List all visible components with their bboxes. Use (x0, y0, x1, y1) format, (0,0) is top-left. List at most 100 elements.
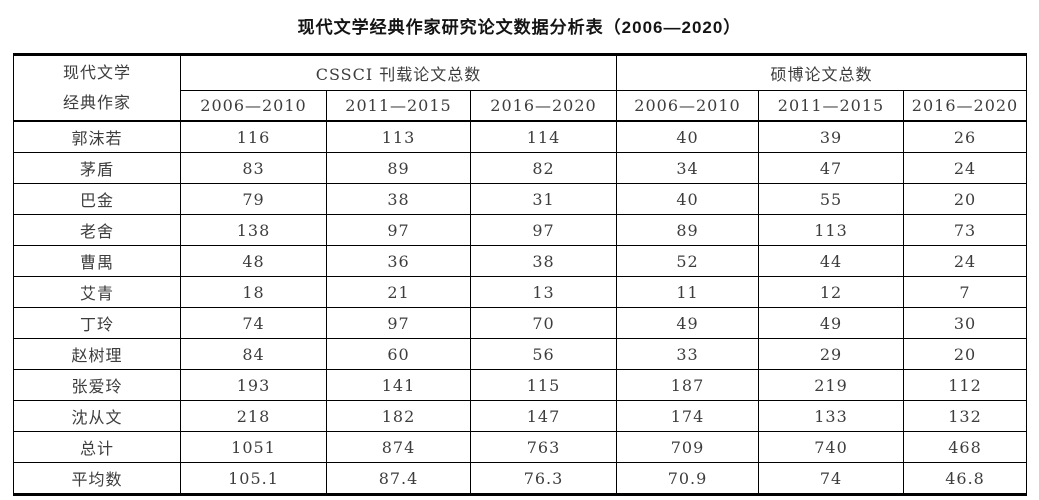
value-cell: 40 (616, 183, 759, 215)
writer-column-header-line2: 经典作家 (62, 93, 131, 112)
value-cell: 31 (470, 183, 617, 215)
value-cell: 113 (758, 214, 904, 246)
writer-name-cell: 沈从文 (13, 400, 181, 432)
value-cell: 141 (326, 369, 471, 401)
value-cell: 874 (326, 431, 471, 463)
value-cell: 89 (616, 214, 759, 246)
value-cell: 33 (616, 338, 759, 370)
value-cell: 44 (758, 245, 904, 277)
table-row: 郭沫若 116 113 114 40 39 26 (13, 120, 1028, 153)
value-cell: 1051 (180, 431, 327, 463)
value-cell: 97 (326, 307, 471, 339)
group-header-row: 现代文学 经典作家 CSSCI 刊载论文总数 硕博论文总数 (13, 54, 1028, 122)
value-cell: 48 (180, 245, 327, 277)
value-cell: 49 (758, 307, 904, 339)
value-cell: 174 (616, 400, 759, 432)
period-header: 2006—2010 (616, 90, 759, 122)
table-row: 老舍 138 97 97 89 113 73 (13, 214, 1028, 246)
writer-name-cell: 茅盾 (13, 152, 181, 184)
value-cell: 29 (758, 338, 904, 370)
table-row: 巴金 79 38 31 40 55 20 (13, 183, 1028, 215)
value-cell: 34 (616, 152, 759, 184)
value-cell: 20 (902, 183, 1028, 215)
value-cell: 87.4 (326, 462, 471, 495)
table-container: 现代文学 经典作家 CSSCI 刊载论文总数 硕博论文总数 2006—2010 … (13, 53, 1028, 496)
value-cell: 55 (758, 183, 904, 215)
value-cell: 133 (758, 400, 904, 432)
value-cell: 60 (326, 338, 471, 370)
period-header: 2016—2020 (470, 90, 617, 122)
value-cell: 97 (470, 214, 617, 246)
value-cell: 97 (326, 214, 471, 246)
value-cell: 47 (758, 152, 904, 184)
value-cell: 38 (326, 183, 471, 215)
value-cell: 113 (326, 120, 471, 153)
value-cell: 52 (616, 245, 759, 277)
value-cell: 115 (470, 369, 617, 401)
period-header: 2016—2020 (902, 90, 1028, 122)
value-cell: 21 (326, 276, 471, 308)
value-cell: 70.9 (616, 462, 759, 495)
period-header: 2011—2015 (758, 90, 904, 122)
writer-name-cell: 丁玲 (13, 307, 181, 339)
value-cell: 40 (616, 120, 759, 153)
value-cell: 219 (758, 369, 904, 401)
table-row: 丁玲 74 97 70 49 49 30 (13, 307, 1028, 339)
table-header: 现代文学 经典作家 CSSCI 刊载论文总数 硕博论文总数 2006—2010 … (13, 54, 1028, 122)
period-header-row: 2006—2010 2011—2015 2016—2020 2006—2010 … (14, 90, 1028, 122)
writer-name-cell: 曹禺 (13, 245, 181, 277)
value-cell: 763 (470, 431, 617, 463)
value-cell: 56 (470, 338, 617, 370)
value-cell: 709 (616, 431, 759, 463)
table-row: 平均数 105.1 87.4 76.3 70.9 74 46.8 (13, 462, 1028, 495)
value-cell: 147 (470, 400, 617, 432)
value-cell: 84 (180, 338, 327, 370)
value-cell: 468 (902, 431, 1028, 463)
group-header-thesis: 硕博论文总数 (615, 54, 1028, 91)
value-cell: 24 (902, 152, 1028, 184)
table-row: 曹禺 48 36 38 52 44 24 (13, 245, 1028, 277)
value-cell: 79 (180, 183, 327, 215)
value-cell: 20 (902, 338, 1028, 370)
value-cell: 13 (470, 276, 617, 308)
value-cell: 76.3 (470, 462, 617, 495)
value-cell: 49 (616, 307, 759, 339)
value-cell: 182 (326, 400, 471, 432)
writer-name-cell: 张爱玲 (13, 369, 181, 401)
writer-name-cell: 郭沫若 (13, 120, 181, 153)
writer-name-cell: 巴金 (13, 183, 181, 215)
value-cell: 11 (616, 276, 759, 308)
table-row: 赵树理 84 60 56 33 29 20 (13, 338, 1028, 370)
value-cell: 30 (902, 307, 1028, 339)
value-cell: 740 (758, 431, 904, 463)
value-cell: 218 (180, 400, 327, 432)
value-cell: 24 (902, 245, 1028, 277)
value-cell: 132 (902, 400, 1028, 432)
value-cell: 46.8 (902, 462, 1028, 495)
value-cell: 38 (470, 245, 617, 277)
value-cell: 116 (180, 120, 327, 153)
value-cell: 70 (470, 307, 617, 339)
writer-name-cell: 赵树理 (13, 338, 181, 370)
group-header-cssci: CSSCI 刊载论文总数 (180, 54, 617, 91)
value-cell: 89 (326, 152, 471, 184)
value-cell: 74 (180, 307, 327, 339)
table-row: 总计 1051 874 763 709 740 468 (13, 431, 1028, 463)
writer-column-header: 现代文学 经典作家 (13, 54, 181, 122)
page-title: 现代文学经典作家研究论文数据分析表（2006—2020） (297, 18, 742, 37)
value-cell: 74 (758, 462, 904, 495)
value-cell: 82 (470, 152, 617, 184)
value-cell: 138 (180, 214, 327, 246)
writer-name-cell: 平均数 (13, 462, 181, 495)
value-cell: 83 (180, 152, 327, 184)
value-cell: 36 (326, 245, 471, 277)
value-cell: 114 (470, 120, 617, 153)
table-row: 沈从文 218 182 147 174 133 132 (13, 400, 1028, 432)
table-row: 茅盾 83 89 82 34 47 24 (13, 152, 1028, 184)
value-cell: 193 (180, 369, 327, 401)
writer-name-cell: 艾青 (13, 276, 181, 308)
value-cell: 105.1 (180, 462, 327, 495)
data-table: 现代文学 经典作家 CSSCI 刊载论文总数 硕博论文总数 2006—2010 … (13, 53, 1028, 496)
value-cell: 39 (758, 120, 904, 153)
value-cell: 18 (180, 276, 327, 308)
